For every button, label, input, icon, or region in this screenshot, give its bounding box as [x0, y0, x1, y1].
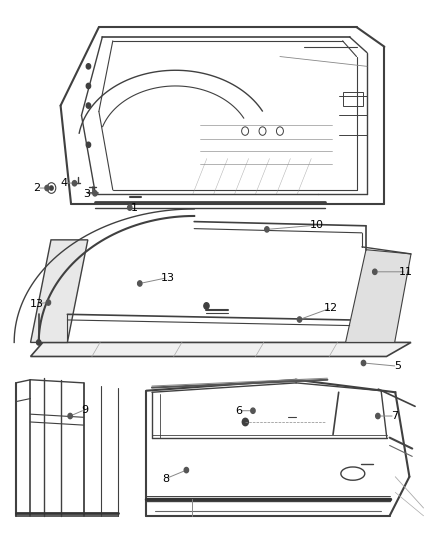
Text: 8: 8: [162, 474, 170, 483]
Polygon shape: [31, 240, 88, 342]
Circle shape: [86, 103, 91, 108]
Circle shape: [127, 205, 132, 211]
Text: 6: 6: [235, 406, 242, 416]
Text: 3: 3: [83, 189, 90, 199]
Text: 13: 13: [30, 298, 44, 309]
Circle shape: [361, 360, 366, 366]
Text: 4: 4: [61, 177, 68, 188]
Circle shape: [204, 303, 209, 309]
Text: 10: 10: [310, 220, 324, 230]
Polygon shape: [31, 342, 411, 357]
Circle shape: [138, 281, 142, 286]
Circle shape: [376, 414, 380, 419]
Text: 7: 7: [391, 411, 399, 421]
Circle shape: [297, 317, 302, 322]
Circle shape: [86, 83, 91, 88]
Circle shape: [45, 185, 49, 191]
Circle shape: [86, 142, 91, 148]
Circle shape: [184, 467, 188, 473]
Polygon shape: [346, 249, 411, 342]
Circle shape: [49, 186, 53, 190]
Text: 12: 12: [324, 303, 338, 313]
Circle shape: [36, 340, 41, 345]
Circle shape: [72, 181, 77, 186]
Text: 1: 1: [131, 203, 138, 213]
Circle shape: [68, 414, 72, 419]
Text: 11: 11: [399, 267, 413, 277]
Text: 13: 13: [161, 273, 175, 282]
Text: 2: 2: [34, 183, 41, 193]
Circle shape: [265, 227, 269, 232]
Text: 9: 9: [81, 405, 88, 415]
Circle shape: [373, 269, 377, 274]
Circle shape: [46, 300, 50, 305]
Circle shape: [93, 191, 97, 196]
Circle shape: [86, 63, 91, 69]
Circle shape: [251, 408, 255, 414]
Text: 5: 5: [394, 361, 401, 371]
Circle shape: [242, 418, 248, 426]
